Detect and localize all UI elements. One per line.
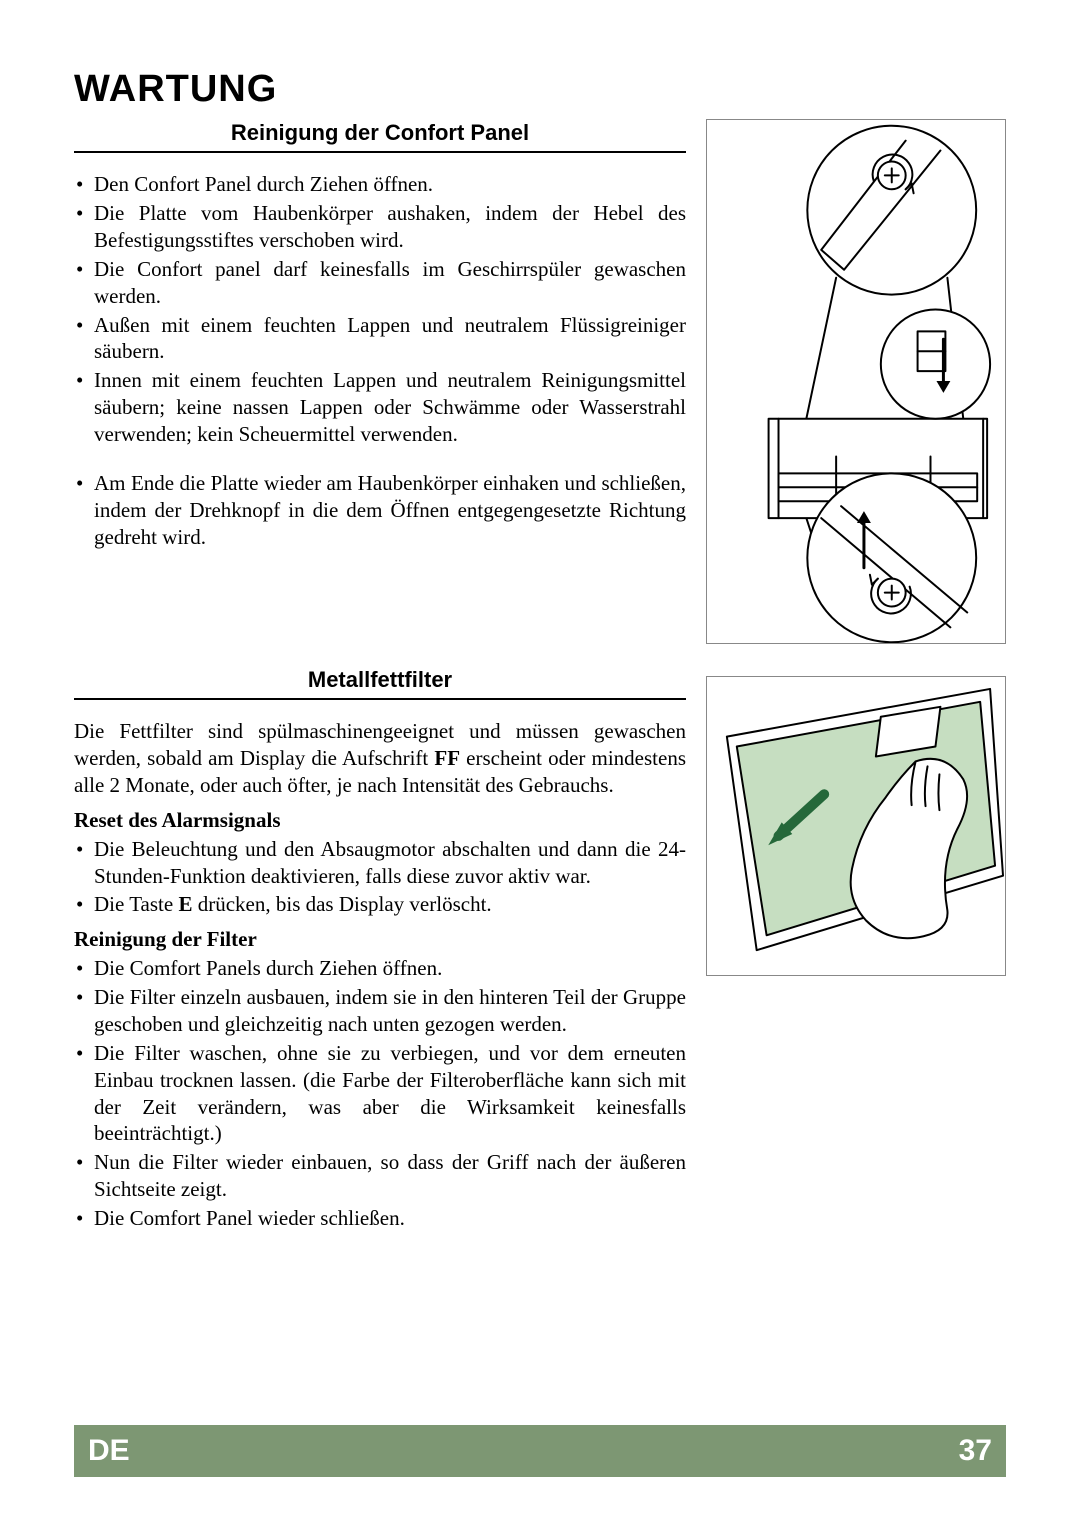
bullet-item: Außen mit einem feuchten Lappen und neut…: [74, 312, 686, 366]
section-2-sub2-heading: Reinigung der Filter: [74, 926, 686, 953]
figure-1-diagram: [706, 119, 1006, 644]
section-2-sub1-bullets: Die Beleuchtung und den Absaugmotor absc…: [74, 836, 686, 919]
footer-lang: DE: [88, 1434, 130, 1468]
bullet-item: Die Beleuchtung und den Absaugmotor absc…: [74, 836, 686, 890]
section-2-sub2-bullets: Die Comfort Panels durch Ziehen öffnen.D…: [74, 955, 686, 1232]
bullet-item: Nun die Filter wieder einbauen, so dass …: [74, 1149, 686, 1203]
section-1-heading: Reinigung der Confort Panel: [74, 119, 686, 153]
figure-2-col: [706, 666, 1006, 976]
bullet-item: Innen mit einem feuchten Lappen und neut…: [74, 367, 686, 448]
footer-page-number: 37: [959, 1434, 992, 1468]
page-footer: DE 37: [74, 1425, 1006, 1477]
bullet-item: Die Taste E drücken, bis das Display ver…: [74, 891, 686, 918]
bullet-item: Die Filter waschen, ohne sie zu verbiege…: [74, 1040, 686, 1148]
section-1-text: Reinigung der Confort Panel Den Confort …: [74, 119, 686, 553]
bullet-item: Die Filter einzeln ausbauen, indem sie i…: [74, 984, 686, 1038]
bullet-item: Die Confort panel darf keinesfalls im Ge…: [74, 256, 686, 310]
bullet-item: Die Platte vom Haubenkörper aushaken, in…: [74, 200, 686, 254]
bullet-item: Die Comfort Panel wieder schließen.: [74, 1205, 686, 1232]
section-2-heading: Metallfettfilter: [74, 666, 686, 700]
figure-2-diagram: [706, 676, 1006, 976]
bullet-item: Die Comfort Panels durch Ziehen öffnen.: [74, 955, 686, 982]
section-2-sub1-heading: Reset des Alarmsignals: [74, 807, 686, 834]
bullet-item: Den Confort Panel durch Ziehen öffnen.: [74, 171, 686, 198]
page-title: WARTUNG: [74, 68, 1006, 111]
section-2-intro: Die Fettfilter sind spülmaschinengeeigne…: [74, 718, 686, 799]
section-1-bullets: Den Confort Panel durch Ziehen öffnen.Di…: [74, 171, 686, 550]
section-2-text: Metallfettfilter Die Fettfilter sind spü…: [74, 666, 686, 1234]
figure-1-col: [706, 119, 1006, 644]
bullet-item: Am Ende die Platte wieder am Haubenkörpe…: [74, 470, 686, 551]
